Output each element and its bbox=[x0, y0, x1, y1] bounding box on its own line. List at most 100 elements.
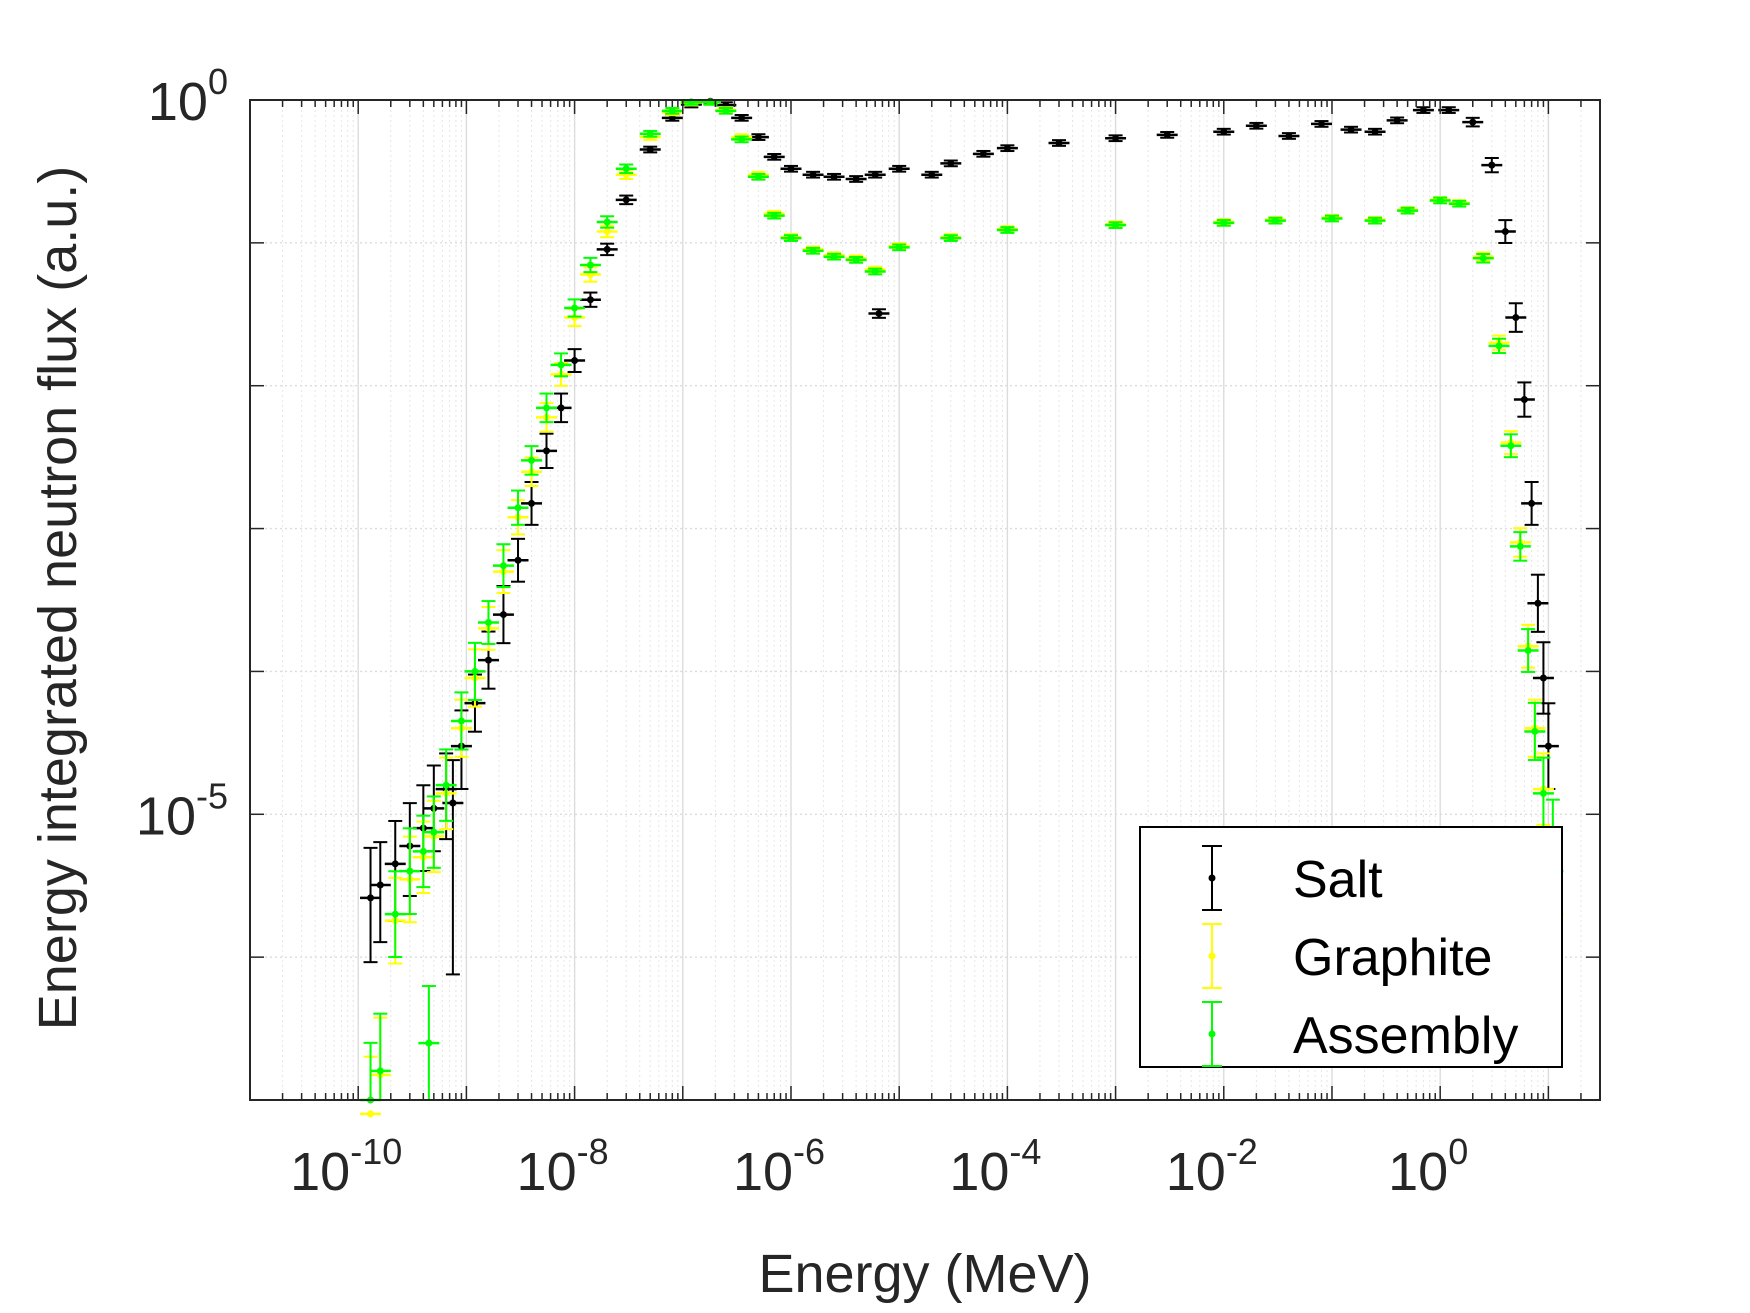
data-point bbox=[1524, 701, 1546, 762]
data-point bbox=[1505, 302, 1527, 333]
data-point bbox=[1397, 206, 1419, 215]
data-point bbox=[384, 870, 406, 958]
data-point bbox=[802, 246, 824, 255]
data-point bbox=[507, 537, 529, 583]
data-point bbox=[715, 106, 737, 115]
data-point bbox=[1264, 216, 1286, 225]
data-point bbox=[780, 164, 802, 173]
data-point bbox=[661, 106, 683, 115]
data-point bbox=[1438, 106, 1460, 114]
data-point bbox=[1448, 199, 1470, 208]
data-point bbox=[450, 691, 472, 751]
data-point bbox=[412, 814, 434, 889]
data-point bbox=[1532, 641, 1554, 715]
data-point bbox=[888, 243, 910, 252]
legend: Salt Graphite Assembly bbox=[1139, 826, 1563, 1068]
legend-marker bbox=[1208, 874, 1216, 882]
legend-label: Salt bbox=[1293, 851, 1383, 909]
legend-marker bbox=[1208, 1030, 1216, 1038]
data-point bbox=[521, 445, 543, 476]
data-point bbox=[1213, 127, 1235, 136]
legend-marker bbox=[1208, 952, 1216, 960]
data-point bbox=[1488, 337, 1510, 355]
grid bbox=[249, 99, 1601, 1101]
data-point bbox=[864, 170, 886, 179]
data-point bbox=[996, 226, 1018, 234]
data-point bbox=[864, 267, 886, 276]
data-point bbox=[1311, 120, 1332, 128]
data-point bbox=[972, 149, 994, 158]
data-point bbox=[477, 600, 499, 645]
data-point bbox=[492, 585, 514, 645]
x-tick-label: 10-4 bbox=[949, 1131, 1041, 1202]
plot-frame bbox=[249, 99, 1601, 1101]
data-point bbox=[1364, 216, 1386, 225]
data-point bbox=[521, 480, 543, 526]
data-point bbox=[1386, 116, 1408, 125]
data-point bbox=[845, 175, 867, 183]
data-point bbox=[1429, 196, 1451, 205]
y-axis-title: Energy integrated neutron flux (a.u.) bbox=[28, 166, 88, 1031]
data-point bbox=[1494, 219, 1516, 244]
data-point bbox=[399, 827, 421, 915]
data-point bbox=[550, 352, 572, 378]
data-point bbox=[763, 152, 785, 161]
data-point bbox=[1517, 628, 1539, 673]
x-tick-labels: 10-10 10-8 10-6 10-4 10-2 100 bbox=[290, 1131, 1468, 1202]
data-point bbox=[1105, 221, 1127, 230]
data-point bbox=[1462, 116, 1484, 128]
data-point bbox=[564, 298, 586, 318]
data-point bbox=[940, 159, 962, 168]
data-point bbox=[823, 252, 845, 261]
data-point bbox=[868, 308, 890, 319]
data-point bbox=[1245, 121, 1267, 130]
data-point bbox=[731, 113, 753, 122]
legend-item-assembly: Assembly bbox=[1202, 1001, 1518, 1067]
data-point bbox=[579, 256, 601, 274]
data-point bbox=[845, 256, 867, 264]
data-point bbox=[615, 163, 637, 175]
data-point bbox=[1321, 214, 1343, 223]
data-point bbox=[823, 172, 845, 181]
data-point bbox=[1521, 480, 1543, 526]
data-point bbox=[360, 846, 382, 964]
data-point bbox=[507, 489, 529, 526]
data-point bbox=[1105, 134, 1127, 143]
y-tick-label: 100 bbox=[148, 61, 228, 132]
x-tick-label: 10-6 bbox=[733, 1131, 825, 1202]
data-point bbox=[1278, 132, 1300, 140]
y-tick-label: 10-5 bbox=[136, 775, 228, 846]
data-point bbox=[564, 348, 586, 373]
x-tick-label: 10-8 bbox=[517, 1131, 609, 1202]
data-point bbox=[1048, 139, 1070, 147]
data-point bbox=[731, 135, 753, 144]
ticks bbox=[249, 99, 1601, 1101]
data-point bbox=[536, 432, 557, 469]
data-point bbox=[615, 194, 637, 206]
x-tick-label: 10-2 bbox=[1166, 1131, 1258, 1202]
x-tick-label: 100 bbox=[1388, 1131, 1468, 1202]
data-point bbox=[996, 144, 1018, 153]
data-point bbox=[1513, 381, 1535, 418]
data-point bbox=[1481, 156, 1503, 174]
legend-label: Graphite bbox=[1293, 929, 1492, 987]
y-tick-labels: 10-5 100 bbox=[136, 61, 228, 846]
data-point bbox=[1213, 219, 1235, 227]
data-point bbox=[369, 841, 391, 944]
series-assembly bbox=[360, 98, 1564, 1104]
data-point bbox=[1527, 573, 1549, 633]
data-point bbox=[639, 145, 661, 154]
x-axis-title: Energy (MeV) bbox=[758, 1244, 1091, 1304]
data-point bbox=[536, 392, 557, 424]
data-point bbox=[763, 211, 785, 220]
data-point bbox=[1340, 125, 1362, 134]
legend-box bbox=[1139, 826, 1563, 1068]
data-point bbox=[1364, 127, 1386, 136]
data-point bbox=[1412, 106, 1434, 114]
data-point bbox=[802, 170, 824, 179]
data-point bbox=[464, 641, 486, 701]
data-point bbox=[492, 543, 514, 589]
series-layer bbox=[360, 97, 1564, 1118]
data-point bbox=[435, 748, 457, 822]
